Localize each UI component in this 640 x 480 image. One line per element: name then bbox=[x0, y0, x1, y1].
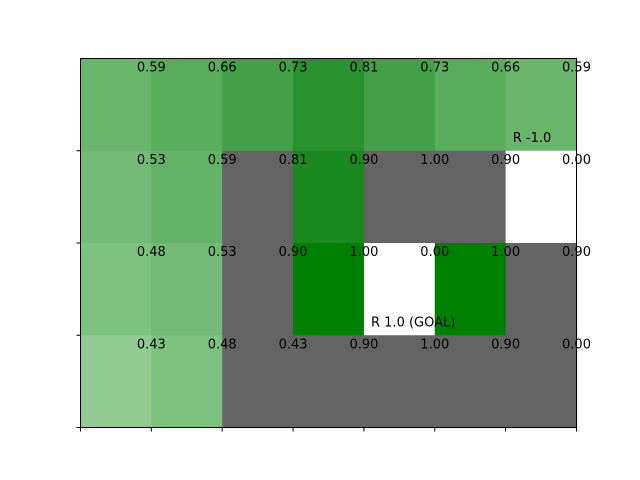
value-label-r0-c0: 0.59 bbox=[137, 61, 166, 76]
heatmap-cell-r3-c5 bbox=[434, 335, 507, 429]
value-label-r1-c6: 0.00 bbox=[562, 153, 591, 168]
value-label-r2-c0: 0.48 bbox=[137, 245, 166, 260]
heatmap-cell-r2-c5 bbox=[434, 243, 507, 336]
value-label-r1-c5: 0.90 bbox=[491, 153, 520, 168]
value-label-r0-c6: 0.59 bbox=[562, 61, 591, 76]
value-label-r3-c5: 0.90 bbox=[491, 337, 520, 352]
plot-frame bbox=[80, 58, 577, 428]
value-label-r2-c6: 0.90 bbox=[562, 245, 591, 260]
heatmap-cell-r1-c4 bbox=[363, 150, 436, 244]
value-label-r3-c1: 0.48 bbox=[208, 337, 237, 352]
value-label-r1-c1: 0.59 bbox=[208, 153, 237, 168]
annotation-0: R -1.0 bbox=[513, 131, 552, 146]
heatmap-cell-r0-c3 bbox=[293, 58, 365, 152]
value-label-r1-c0: 0.53 bbox=[137, 153, 166, 168]
value-label-r3-c6: 0.00 bbox=[562, 337, 591, 352]
value-label-r3-c3: 0.90 bbox=[349, 337, 378, 352]
value-label-r0-c5: 0.66 bbox=[491, 61, 520, 76]
value-label-r0-c1: 0.66 bbox=[208, 61, 237, 76]
value-label-r1-c2: 0.81 bbox=[279, 153, 308, 168]
heatmap-cell-r2-c0 bbox=[80, 243, 152, 336]
heatmap-cell-r2-c6 bbox=[505, 243, 578, 336]
heatmap-cell-r0-c5 bbox=[434, 58, 507, 152]
value-label-r2-c2: 0.90 bbox=[279, 245, 308, 260]
heatmap-cell-r3-c2 bbox=[222, 335, 294, 429]
heatmap-cell-r3-c4 bbox=[363, 335, 436, 429]
heatmap-cell-r1-c2 bbox=[222, 150, 294, 244]
heatmap-cell-r3-c1 bbox=[151, 335, 223, 429]
heatmap-cell-r0-c2 bbox=[222, 58, 294, 152]
heatmap-cell-r0-c0 bbox=[80, 58, 152, 152]
value-label-r3-c2: 0.43 bbox=[279, 337, 308, 352]
heatmap-cell-r1-c3 bbox=[293, 150, 365, 244]
heatmap-cell-r2-c2 bbox=[222, 243, 294, 336]
value-label-r0-c2: 0.73 bbox=[279, 61, 308, 76]
heatmap-cell-r2-c1 bbox=[151, 243, 223, 336]
value-label-r0-c4: 0.73 bbox=[420, 61, 449, 76]
annotation-1: R 1.0 (GOAL) bbox=[371, 315, 455, 330]
value-label-r2-c1: 0.53 bbox=[208, 245, 237, 260]
value-label-r1-c3: 0.90 bbox=[349, 153, 378, 168]
heatmap-cell-r0-c4 bbox=[363, 58, 436, 152]
heatmap-cell-r3-c0 bbox=[80, 335, 152, 429]
heatmap-cells bbox=[80, 58, 578, 429]
heatmap-cell-r0-c1 bbox=[151, 58, 223, 152]
value-label-r2-c3: 1.00 bbox=[349, 245, 378, 260]
heatmap-cell-r2-c3 bbox=[293, 243, 365, 336]
heatmap-cell-r3-c3 bbox=[293, 335, 365, 429]
value-labels: 0.59 0.66 0.73 0.81 0.73 0.66 0.59 0.53 0.59 0.81… bbox=[137, 61, 591, 353]
heatmap-cell-r1-c1 bbox=[151, 150, 223, 244]
heatmap-cell-r0-c6 bbox=[505, 58, 578, 152]
value-label-r3-c4: 1.00 bbox=[420, 337, 449, 352]
heatmap-cell-r1-c6 bbox=[505, 150, 578, 244]
heatmap-cell-r1-c0 bbox=[80, 150, 152, 244]
cell-annotations: R -1.0 R 1.0 (GOAL) bbox=[371, 131, 551, 331]
value-label-r2-c4: 0.00 bbox=[420, 245, 449, 260]
value-label-r2-c5: 1.00 bbox=[491, 245, 520, 260]
axis-ticks bbox=[76, 150, 577, 432]
value-label-r0-c3: 0.81 bbox=[349, 61, 378, 76]
heatmap-cell-r2-c4 bbox=[363, 243, 436, 336]
value-label-r3-c0: 0.43 bbox=[137, 337, 166, 352]
value-label-r1-c4: 1.00 bbox=[420, 153, 449, 168]
heatmap-cell-r3-c6 bbox=[505, 335, 578, 429]
heatmap-cell-r1-c5 bbox=[434, 150, 507, 244]
